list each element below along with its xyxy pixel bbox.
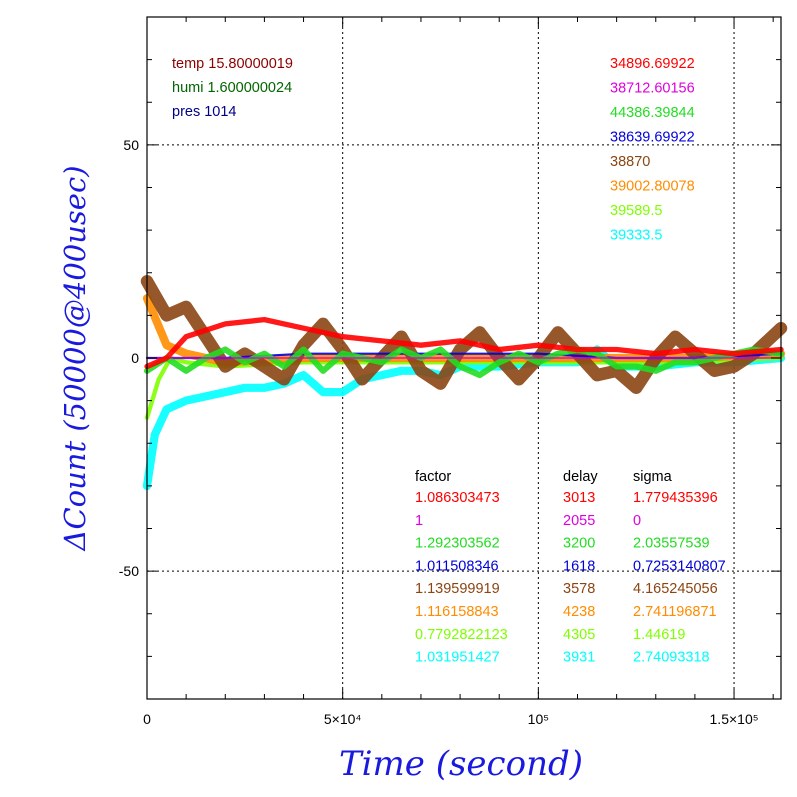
delay-value: 3013 xyxy=(563,490,595,506)
condition-label: humi 1.600000024 xyxy=(172,80,292,96)
sigma-value: 0 xyxy=(633,513,641,529)
series-baseline: 39002.80078 xyxy=(610,179,695,195)
delay-value: 3200 xyxy=(563,536,595,552)
y-tick-label: 50 xyxy=(123,137,139,153)
fit-table: factor delay sigma 1.086303473 3013 1.7794353… xyxy=(415,469,726,666)
x-tick-label: 0 xyxy=(143,711,151,727)
factor-value: 1.086303473 xyxy=(415,490,500,506)
table-header: factor xyxy=(415,469,451,485)
x-tick-label: 5×10⁴ xyxy=(324,711,362,727)
series-baseline: 39589.5 xyxy=(610,203,662,219)
tick-labels: 0 5×10⁴ 10⁵ 1.5×10⁵ -50 0 50 xyxy=(119,137,759,727)
series-line xyxy=(140,275,788,395)
series-baseline: 44386.39844 xyxy=(610,105,695,121)
x-axis-title: Time (second) xyxy=(339,744,583,784)
factor-value: 1 xyxy=(415,513,423,529)
baseline-legend: 34896.69922 38712.60156 44386.39844 38639.6… xyxy=(610,56,695,244)
factor-value: 1.139599919 xyxy=(415,581,500,597)
delay-value: 1618 xyxy=(563,558,595,574)
x-tick-label: 1.5×10⁵ xyxy=(710,711,759,727)
sigma-value: 1.44619 xyxy=(633,627,685,643)
delay-value: 3578 xyxy=(563,581,595,597)
y-tick-label: 0 xyxy=(131,350,139,366)
factor-value: 0.7792822123 xyxy=(415,627,508,643)
series-line xyxy=(143,346,785,379)
series-lines xyxy=(140,275,788,491)
delay-value: 4238 xyxy=(563,604,595,620)
factor-value: 1.011508346 xyxy=(415,558,499,574)
condition-label: temp 15.80000019 xyxy=(172,56,293,72)
conditions-legend: temp 15.80000019 humi 1.600000024 pres 101… xyxy=(172,56,293,120)
factor-value: 1.292303562 xyxy=(415,536,500,552)
sigma-value: 0.7253140807 xyxy=(633,558,726,574)
series-line xyxy=(144,316,784,370)
series-baseline: 39333.5 xyxy=(610,228,662,244)
x-tick-label: 10⁵ xyxy=(528,711,549,727)
y-tick-label: -50 xyxy=(119,563,139,579)
table-header: delay xyxy=(563,469,598,485)
delay-value: 3931 xyxy=(563,650,595,666)
factor-value: 1.031951427 xyxy=(415,650,500,666)
y-axis-title: ΔCount (50000@400usec) xyxy=(58,165,92,551)
sigma-value: 4.165245056 xyxy=(633,581,718,597)
factor-value: 1.116158843 xyxy=(415,604,499,620)
sigma-value: 2.74093318 xyxy=(633,650,710,666)
condition-label: pres 1014 xyxy=(172,104,237,120)
series-baseline: 38639.69922 xyxy=(610,130,695,146)
sigma-value: 2.741196871 xyxy=(633,604,717,620)
delay-value: 2055 xyxy=(563,513,595,529)
series-baseline: 34896.69922 xyxy=(610,56,695,72)
sigma-value: 2.03557539 xyxy=(633,536,710,552)
sigma-value: 1.779435396 xyxy=(633,490,718,506)
axis-ticks xyxy=(147,17,781,699)
table-header: sigma xyxy=(633,469,673,485)
series-baseline: 38870 xyxy=(610,154,650,170)
delay-value: 4305 xyxy=(563,627,595,643)
series-baseline: 38712.60156 xyxy=(610,81,695,97)
